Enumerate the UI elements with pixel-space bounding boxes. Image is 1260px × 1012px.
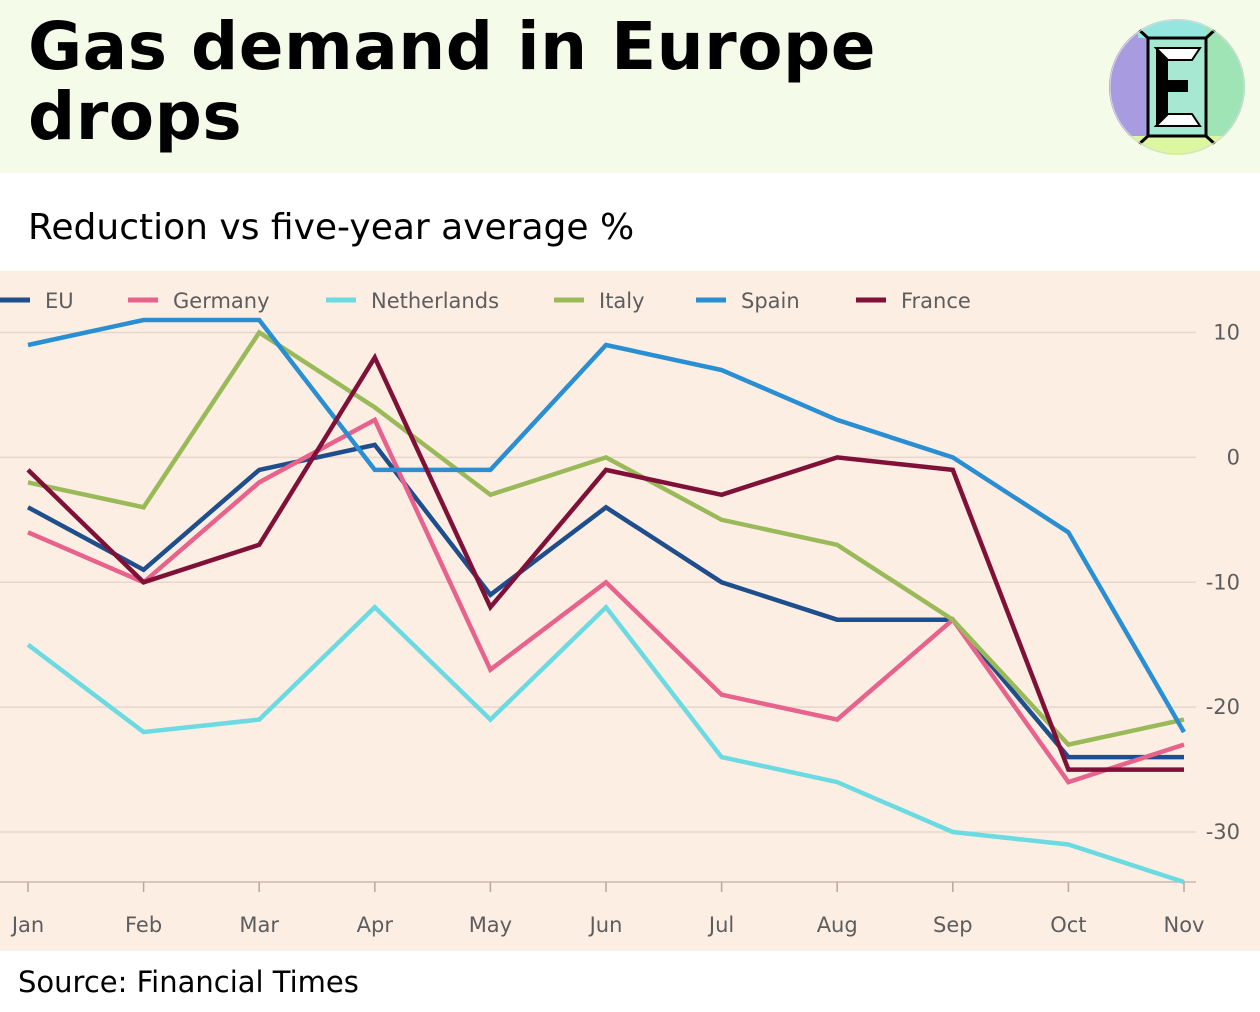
- legend-label-germany: Germany: [173, 289, 270, 313]
- x-axis: [0, 881, 1196, 892]
- y-axis-ticks: 10 0 -10 -20 -30: [1206, 320, 1240, 844]
- legend-label-italy: Italy: [599, 289, 645, 313]
- y-tick-label: -10: [1206, 570, 1240, 594]
- gridlines: [0, 331, 1196, 833]
- source-note: Source: Financial Times: [18, 965, 359, 999]
- x-tick-label: Jul: [707, 913, 734, 937]
- series-line-eu: [26, 442, 1184, 760]
- x-tick-label: Jun: [588, 913, 623, 937]
- chart-subtitle: Reduction vs five-year average %: [28, 207, 635, 248]
- x-axis-ticks: Jan Feb Mar Apr May Jun Jul Aug Sep Oct Nov: [10, 913, 1205, 937]
- x-tick-label: Aug: [817, 913, 858, 937]
- plot-background: [0, 271, 1260, 951]
- series-line-italy: [27, 329, 1185, 748]
- legend: EU Germany Netherlands Italy Spain France: [0, 289, 971, 313]
- page-title: Gas demand in Europe drops: [28, 8, 877, 155]
- series-line-netherlands: [26, 603, 1185, 885]
- x-tick-label: Nov: [1164, 913, 1205, 937]
- x-tick-label: Feb: [125, 913, 162, 937]
- legend-label-spain: Spain: [741, 289, 800, 313]
- series-line-germany: [27, 416, 1185, 785]
- line-chart: EU Germany Netherlands Italy Spain France 10 0…: [0, 289, 1240, 937]
- x-tick-label: Oct: [1050, 913, 1086, 937]
- x-tick-label: Apr: [357, 913, 394, 937]
- legend-label-france: France: [901, 289, 971, 313]
- x-tick-label: May: [469, 913, 512, 937]
- y-tick-label: 0: [1227, 445, 1240, 469]
- series-line-france: [26, 352, 1184, 772]
- y-tick-label: -20: [1206, 695, 1240, 719]
- x-tick-label: Mar: [239, 913, 279, 937]
- series-line-spain: [27, 317, 1186, 734]
- logo-icon: [1109, 19, 1245, 155]
- series-lines: [26, 317, 1186, 885]
- x-tick-label: Sep: [933, 913, 973, 937]
- y-tick-label: 10: [1213, 320, 1240, 344]
- legend-label-netherlands: Netherlands: [371, 289, 499, 313]
- legend-label-eu: EU: [45, 289, 74, 313]
- y-tick-label: -30: [1206, 820, 1240, 844]
- title-banner: Gas demand in Europe drops: [0, 0, 1260, 173]
- x-tick-label: Jan: [10, 913, 44, 937]
